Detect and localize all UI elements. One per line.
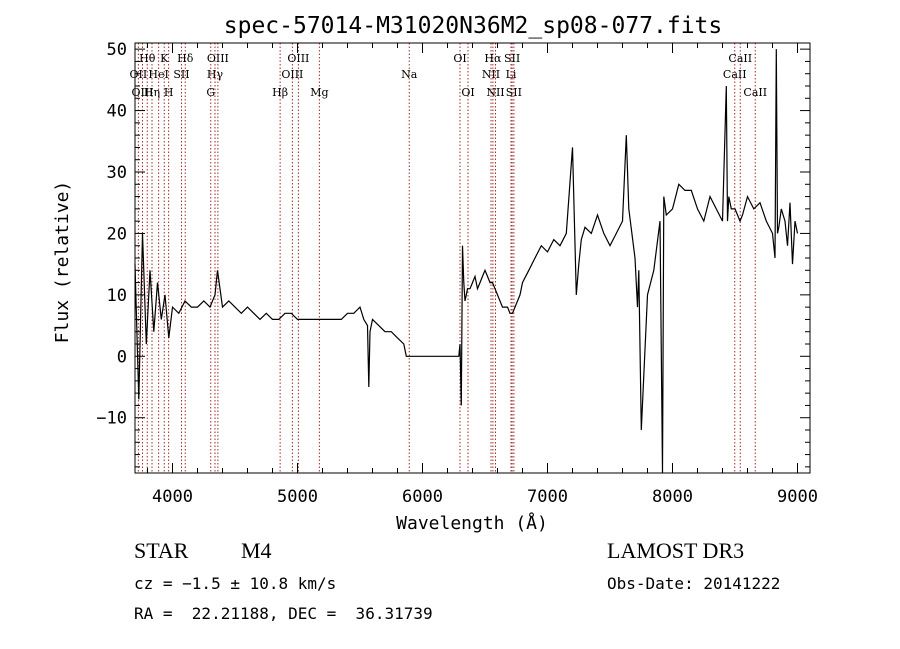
marker-label-8: Hδ <box>177 52 194 65</box>
x-tick-label: 7000 <box>527 487 568 507</box>
y-tick-label: 0 <box>117 347 127 367</box>
marker-label-13: OIII <box>281 68 303 81</box>
observation-date: Obs-Date: 20141222 <box>607 574 781 593</box>
marker-label-26: CaII <box>723 68 747 81</box>
marker-label-10: Hγ <box>207 68 224 81</box>
emission-line-markers <box>137 43 756 473</box>
marker-label-3: K <box>160 52 169 65</box>
marker-label-14: Hβ <box>272 86 288 99</box>
marker-label-6: SII <box>173 68 189 81</box>
marker-label-15: Mg <box>310 86 328 99</box>
marker-label-12: OIII <box>287 52 309 65</box>
x-axis-ticks: 4000 5000 6000 7000 8000 9000 <box>147 43 818 507</box>
marker-label-4: HeI <box>148 68 168 81</box>
x-tick-label: 8000 <box>652 487 693 507</box>
marker-label-22: SII <box>504 52 520 65</box>
y-tick-label: 20 <box>107 224 127 244</box>
marker-label-0: Hθ <box>139 52 156 65</box>
marker-label-16: Na <box>401 68 418 81</box>
marker-label-24: SII <box>506 86 522 99</box>
y-axis-label: Flux (relative) <box>52 181 73 344</box>
marker-label-18: OI <box>461 86 474 99</box>
marker-label-21: NII <box>486 86 504 99</box>
y-tick-label: 30 <box>107 163 127 183</box>
marker-label-1: OII <box>130 68 148 81</box>
y-axis-ticks: −10 0 10 20 30 40 50 <box>96 40 810 468</box>
marker-label-25: CaII <box>728 52 752 65</box>
chart-title: spec-57014-M31020N36M2_sp08-077.fits <box>224 13 723 39</box>
marker-label-20: NII <box>482 68 500 81</box>
x-axis-label: Wavelength (Å) <box>396 512 548 534</box>
marker-label-7: H <box>164 86 174 99</box>
marker-label-2: OIII <box>131 86 153 99</box>
coordinates: RA = 22.21188, DEC = 36.31739 <box>134 604 433 623</box>
object-subclass: M4 <box>241 538 272 563</box>
x-tick-label: 5000 <box>277 487 318 507</box>
emission-line-labels: Hθ OII OIII K HeI Hη SII H Hδ OIII Hγ G OIII OIII Hβ Mg… <box>130 52 768 99</box>
object-class: STAR <box>134 538 189 563</box>
y-tick-label: 50 <box>107 40 127 60</box>
x-tick-label: 6000 <box>402 487 443 507</box>
x-tick-label: 9000 <box>777 487 818 507</box>
y-tick-label: 40 <box>107 102 127 122</box>
survey-name: LAMOST DR3 <box>607 538 745 563</box>
marker-label-27: CaII <box>743 86 767 99</box>
y-tick-label: 10 <box>107 286 127 306</box>
redshift-value: cz = −1.5 ± 10.8 km/s <box>134 574 337 593</box>
marker-label-23: Li <box>506 68 517 81</box>
marker-label-9: OIII <box>207 52 229 65</box>
marker-label-5: Hη <box>144 86 160 99</box>
marker-label-19: Hα <box>484 52 502 65</box>
marker-label-17: OI <box>453 52 466 65</box>
plot-frame <box>134 42 811 474</box>
spectrum-line <box>134 49 799 474</box>
marker-label-11: G <box>206 86 215 99</box>
y-tick-label: −10 <box>96 409 127 429</box>
x-tick-label: 4000 <box>152 487 193 507</box>
